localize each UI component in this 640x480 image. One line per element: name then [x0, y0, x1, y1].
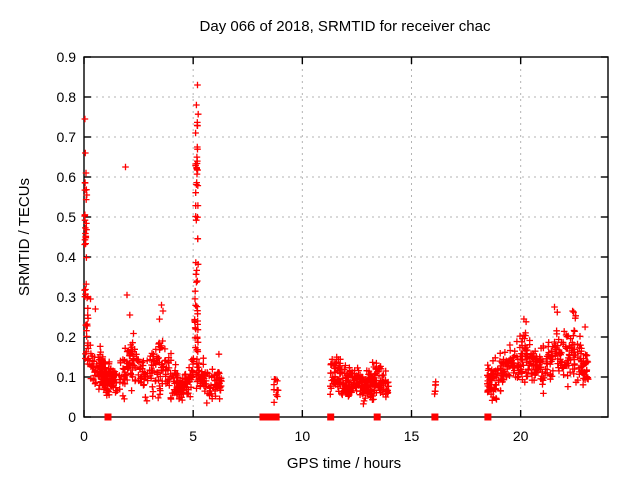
chart-title: Day 066 of 2018, SRMTID for receiver cha… — [200, 18, 491, 35]
data-points-plus-markers — [81, 81, 592, 408]
x-axis-label: GPS time / hours — [287, 455, 401, 472]
data-points-square-markers — [104, 413, 492, 421]
square-marker — [104, 413, 112, 421]
y-tick-label: 0.7 — [57, 129, 77, 145]
x-tick-label: 20 — [513, 428, 529, 444]
x-tick-label: 5 — [189, 428, 197, 444]
square-marker — [262, 413, 270, 421]
square-marker — [484, 413, 492, 421]
y-tick-label: 0.5 — [57, 209, 77, 225]
x-tick-label: 15 — [404, 428, 420, 444]
square-marker — [327, 413, 335, 421]
y-tick-label: 0 — [68, 409, 76, 425]
y-tick-label: 0.6 — [57, 169, 77, 185]
x-tick-label: 0 — [80, 428, 88, 444]
y-tick-label: 0.8 — [57, 89, 77, 105]
x-tick-label: 10 — [295, 428, 311, 444]
y-tick-label: 0.3 — [57, 289, 77, 305]
y-tick-label: 0.1 — [57, 369, 77, 385]
plot-border — [83, 56, 609, 418]
y-tick-label: 0.9 — [57, 49, 77, 65]
square-marker — [431, 413, 439, 421]
square-marker — [373, 413, 381, 421]
y-axis-label: SRMTID / TECUs — [16, 178, 33, 296]
tick-labels: 0 5 10 15 20 0 0.1 0.2 0.3 0.4 0.5 0.6 0.7 0.8 0.9 — [57, 49, 529, 444]
square-marker — [267, 413, 275, 421]
square-marker — [272, 413, 280, 421]
y-tick-label: 0.4 — [57, 249, 77, 265]
y-tick-label: 0.2 — [57, 329, 77, 345]
